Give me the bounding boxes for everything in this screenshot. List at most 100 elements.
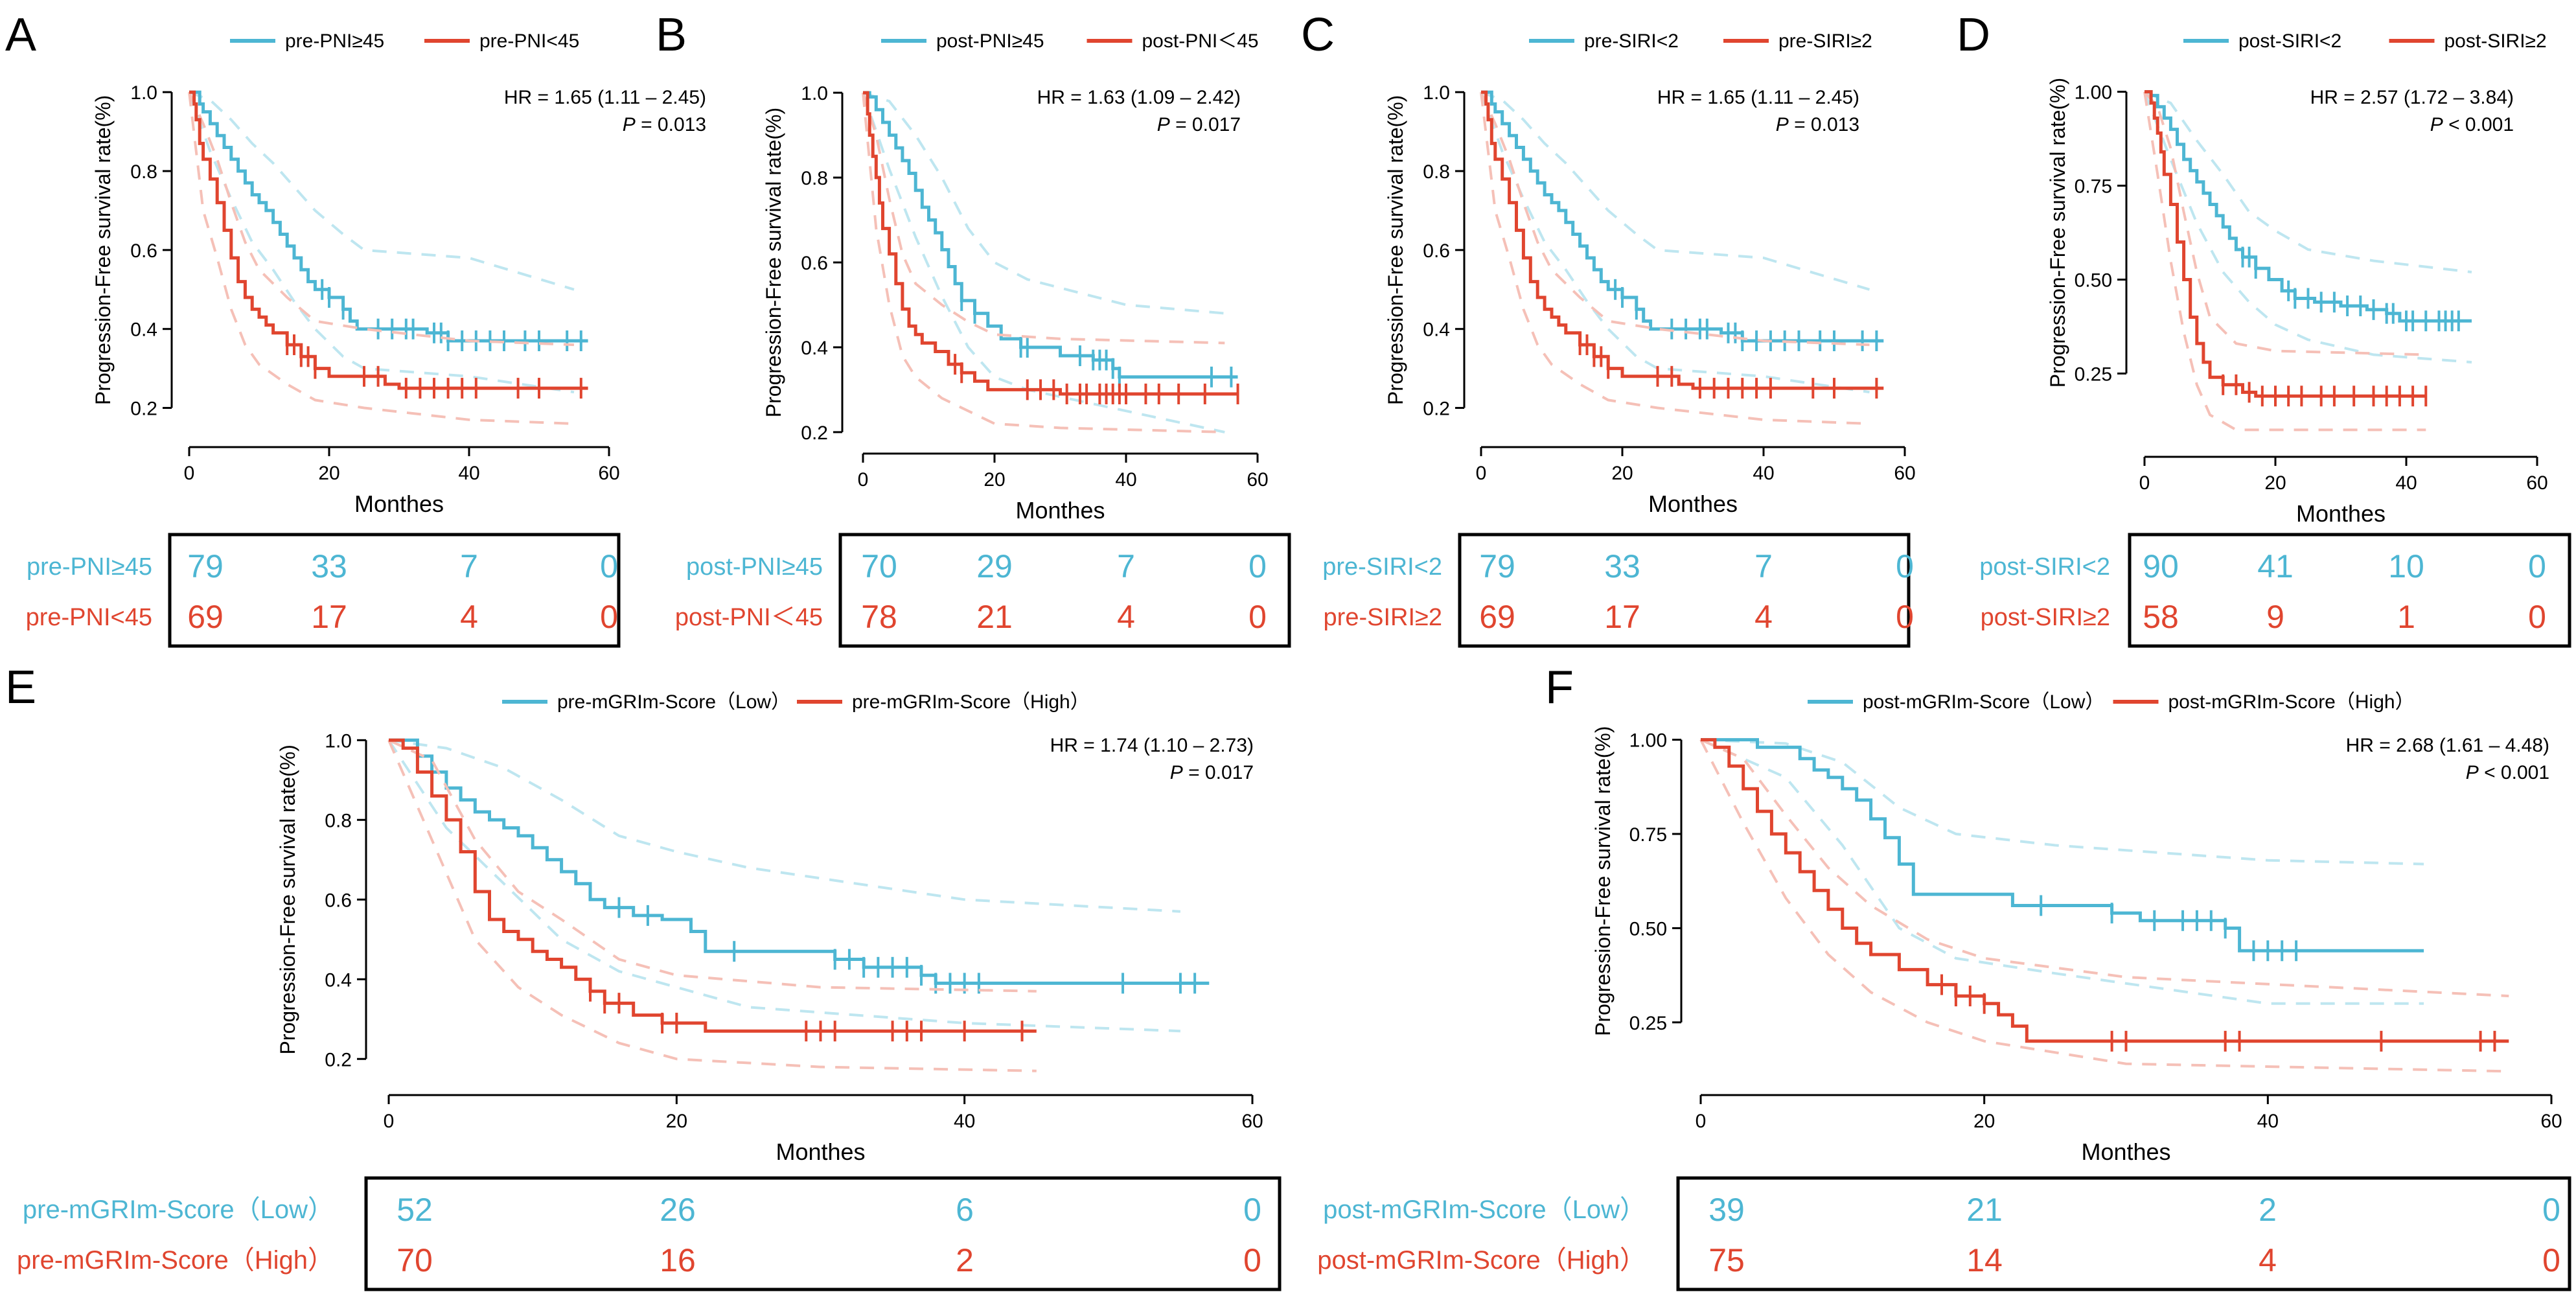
at-risk-table xyxy=(1676,1176,2571,1291)
series-high xyxy=(188,90,588,425)
y-tick-label: 0.4 xyxy=(1423,319,1450,341)
p-value-text: P = 0.013 xyxy=(623,114,706,135)
x-tick-label: 40 xyxy=(1753,463,1774,484)
at-risk-count: 70 xyxy=(861,548,897,584)
at-risk-count: 7 xyxy=(1754,548,1773,584)
at-risk-count: 79 xyxy=(187,548,224,584)
y-tick-label: 1.00 xyxy=(2075,82,2112,104)
confidence-band-upper xyxy=(1700,738,2509,998)
p-value: < 0.001 xyxy=(2479,762,2549,783)
x-tick-label: 20 xyxy=(318,463,339,484)
x-tick-label: 0 xyxy=(384,1111,395,1132)
at-risk-count: 9 xyxy=(2266,599,2284,635)
x-tick-label: 60 xyxy=(2540,1111,2562,1132)
x-axis-label: Monthes xyxy=(2081,1138,2170,1165)
confidence-band-upper xyxy=(862,92,1225,345)
at-risk-count: 0 xyxy=(1896,548,1914,584)
at-risk-row-label: post-mGRIm-Score（High） xyxy=(1317,1246,1646,1275)
series-high xyxy=(2143,90,2428,432)
confidence-band-lower xyxy=(2143,91,2426,432)
x-tick-label: 20 xyxy=(1973,1111,1995,1132)
at-risk-count: 14 xyxy=(1966,1242,2003,1278)
x-tick-label: 60 xyxy=(598,463,619,484)
at-risk-count: 75 xyxy=(1708,1242,1745,1278)
hazard-ratio-text: HR = 1.65 (1.11 – 2.45) xyxy=(504,87,706,108)
p-value-text: P < 0.001 xyxy=(2430,114,2514,135)
confidence-band-lower xyxy=(1480,91,1870,394)
legend-label-high: post-SIRI≥2 xyxy=(2444,30,2547,52)
at-risk-count: 26 xyxy=(660,1192,696,1228)
at-risk-count: 0 xyxy=(2528,548,2546,584)
y-tick-label: 0.8 xyxy=(325,810,352,831)
at-risk-count: 7 xyxy=(1117,548,1135,584)
at-risk-count: 41 xyxy=(2257,548,2294,584)
y-tick-label: 0.8 xyxy=(1423,161,1450,183)
series-high xyxy=(1699,738,2509,1073)
at-risk-row-label: post-PNI＜45 xyxy=(675,604,823,631)
p-value: = 0.013 xyxy=(636,114,706,135)
legend-label-low: post-SIRI<2 xyxy=(2238,30,2341,52)
at-risk-count: 0 xyxy=(1243,1242,1261,1278)
confidence-band-upper xyxy=(189,91,575,291)
confidence-band-lower xyxy=(387,739,1180,1033)
at-risk-table xyxy=(838,533,1291,648)
x-tick-label: 40 xyxy=(954,1111,975,1132)
p-value: < 0.001 xyxy=(2443,114,2514,135)
at-risk-row-label: post-mGRIm-Score（Low） xyxy=(1323,1196,1646,1224)
at-risk-count: 0 xyxy=(2542,1192,2560,1228)
x-axis-label: Monthes xyxy=(776,1138,865,1165)
p-value-text: P < 0.001 xyxy=(2466,762,2549,783)
confidence-band-lower xyxy=(188,91,575,394)
series-high xyxy=(862,91,1239,433)
at-risk-row-label: pre-mGRIm-Score（Low） xyxy=(23,1196,334,1224)
x-tick-label: 60 xyxy=(1247,469,1268,491)
legend-label-high: pre-mGRIm-Score（High） xyxy=(852,691,1090,713)
panel-letter: E xyxy=(5,662,36,713)
x-tick-label: 40 xyxy=(458,463,479,484)
confidence-band-upper xyxy=(388,739,1181,913)
at-risk-row-label: post-SIRI≥2 xyxy=(1981,604,2110,631)
at-risk-count: 33 xyxy=(1604,548,1640,584)
x-tick-label: 20 xyxy=(983,469,1005,491)
p-value: = 0.017 xyxy=(1183,762,1254,783)
at-risk-count: 0 xyxy=(1248,548,1267,584)
at-risk-row-label: post-SIRI<2 xyxy=(1979,553,2110,581)
survival-curve xyxy=(389,738,1210,985)
at-risk-count: 69 xyxy=(187,599,224,635)
y-tick-label: 1.0 xyxy=(801,83,828,104)
at-risk-table xyxy=(1458,533,1911,648)
y-tick-label: 0.6 xyxy=(801,253,828,274)
panel-letter: A xyxy=(5,9,36,61)
x-tick-label: 0 xyxy=(1476,463,1487,484)
confidence-band-lower xyxy=(1480,91,1870,425)
at-risk-count: 21 xyxy=(976,599,1013,635)
hazard-ratio-text: HR = 2.68 (1.61 – 4.48) xyxy=(2346,735,2549,756)
at-risk-count: 16 xyxy=(660,1242,696,1278)
y-tick-label: 1.0 xyxy=(325,730,352,752)
y-tick-label: 1.00 xyxy=(1629,730,1667,752)
x-tick-label: 0 xyxy=(2139,472,2150,494)
y-tick-label: 0.4 xyxy=(325,969,352,991)
series-high xyxy=(387,738,1037,1072)
x-tick-label: 60 xyxy=(2526,472,2547,494)
panel-letter: D xyxy=(1957,9,1990,61)
hazard-ratio-text: HR = 2.57 (1.72 – 3.84) xyxy=(2310,87,2514,108)
y-tick-label: 0.6 xyxy=(325,890,352,911)
at-risk-count: 0 xyxy=(600,599,618,635)
survival-curve xyxy=(1481,90,1884,390)
confidence-band-lower xyxy=(862,92,1225,433)
x-tick-label: 0 xyxy=(1696,1111,1707,1132)
at-risk-table xyxy=(2128,533,2571,648)
series-low xyxy=(2143,90,2472,364)
x-tick-label: 60 xyxy=(1894,463,1915,484)
y-axis-label: Progression-Free survival rate(%) xyxy=(1591,726,1615,1036)
y-tick-label: 0.75 xyxy=(2075,176,2112,198)
p-value-text: P = 0.013 xyxy=(1776,114,1859,135)
legend-label-low: post-PNI≥45 xyxy=(936,30,1044,52)
at-risk-count: 21 xyxy=(1966,1192,2003,1228)
y-axis-label: Progression-Free survival rate(%) xyxy=(91,95,115,405)
